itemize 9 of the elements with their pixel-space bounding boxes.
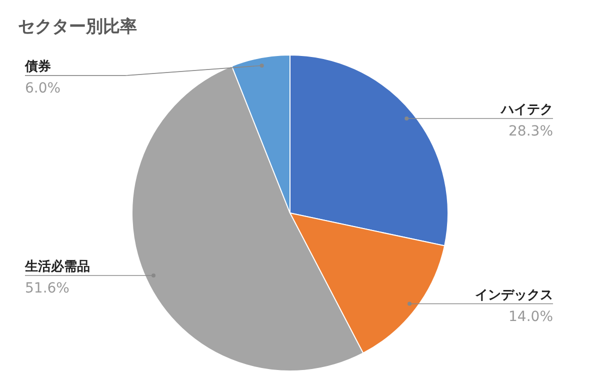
data-label: 51.6% [25, 280, 70, 296]
slice-label: 生活必需品 [24, 258, 90, 274]
slice-label: ハイテク [500, 102, 553, 118]
slice-label: インデックス [475, 288, 553, 303]
data-label: 14.0% [508, 308, 553, 325]
data-label: 6.0% [25, 80, 61, 97]
chart-title: セクター別比率 [18, 17, 137, 37]
data-label: 28.3% [508, 124, 553, 140]
slice-label: 債券 [24, 60, 51, 75]
